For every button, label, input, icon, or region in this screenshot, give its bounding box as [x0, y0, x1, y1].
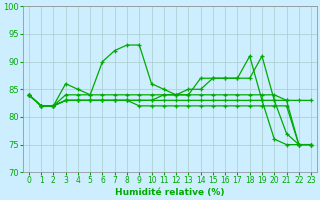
X-axis label: Humidité relative (%): Humidité relative (%)	[115, 188, 225, 197]
